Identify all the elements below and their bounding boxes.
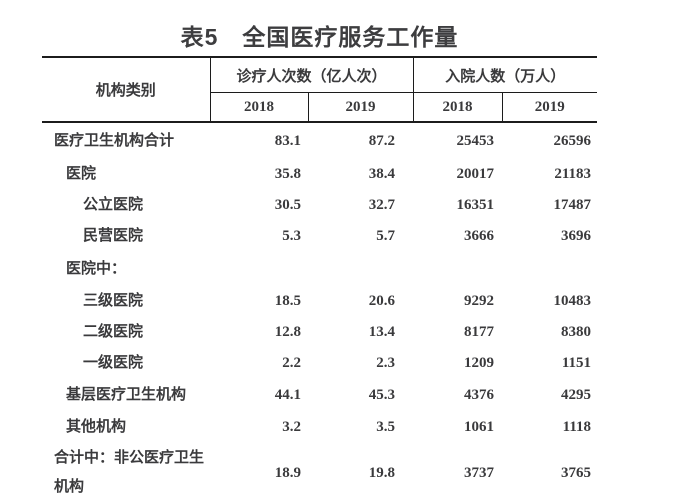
header-institution-type: 机构类别 xyxy=(42,57,210,123)
table-row: 基层医疗卫生机构 44.1 45.3 4376 4295 xyxy=(42,379,597,412)
row-label: 基层医疗卫生机构 xyxy=(66,387,187,403)
row-label: 其他机构 xyxy=(66,419,127,435)
table-row: 民营医院 5.3 5.7 3666 3696 xyxy=(42,221,597,252)
cell-value: 35.8 xyxy=(274,166,301,182)
table-row: 医疗卫生机构合计 83.1 87.2 25453 26596 xyxy=(42,122,597,159)
cell-value: 1118 xyxy=(562,419,592,435)
cell-value: 1209 xyxy=(464,355,495,371)
table-row: 二级医院 12.8 13.4 8177 8380 xyxy=(42,317,597,348)
row-label: 民营医院 xyxy=(83,228,144,244)
row-label: 合计中：非公医疗卫生机构 xyxy=(54,450,205,495)
cell-value: 8380 xyxy=(561,324,592,340)
cell-value: 10483 xyxy=(553,293,592,309)
medical-workload-table: 机构类别 诊疗人次数（亿人次） 入院人数（万人） 2018 2019 2018 … xyxy=(42,56,598,499)
header-group-admissions: 入院人数（万人） xyxy=(412,57,598,93)
header-group-row: 机构类别 诊疗人次数（亿人次） 入院人数（万人） xyxy=(42,57,598,123)
cell-value: 4295 xyxy=(561,387,592,403)
cell-value: 44.1 xyxy=(274,387,301,403)
cell-value: 2.3 xyxy=(376,355,396,371)
cell-value: 20.6 xyxy=(368,293,396,309)
table-body: 医疗卫生机构合计 83.1 87.2 25453 26596 医院 35.8 38.4 2001… xyxy=(42,122,597,499)
cell-value: 83.1 xyxy=(274,132,301,149)
table-header: 机构类别 诊疗人次数（亿人次） 入院人数（万人） 2018 2019 2018 … xyxy=(42,57,598,123)
row-label: 一级医院 xyxy=(83,355,144,371)
cell-value xyxy=(413,252,502,286)
cell-value: 4376 xyxy=(464,387,495,403)
cell-value xyxy=(210,252,308,286)
cell-value: 2.2 xyxy=(282,355,301,371)
cell-value: 9292 xyxy=(464,293,495,309)
row-label: 三级医院 xyxy=(83,293,144,309)
header-year-row: 2018 2019 2018 2019 xyxy=(42,92,598,123)
header-group-visits: 诊疗人次数（亿人次） xyxy=(209,57,414,93)
table-row: 医院中： xyxy=(42,252,597,286)
cell-value: 13.4 xyxy=(368,324,396,340)
cell-value: 3666 xyxy=(464,228,495,244)
cell-value: 87.2 xyxy=(368,132,396,149)
table-title: 表5 全国医疗服务工作量 xyxy=(180,24,459,50)
table-row: 公立医院 30.5 32.7 16351 17487 xyxy=(42,190,597,221)
cell-value: 1151 xyxy=(561,355,592,371)
cell-value: 1061 xyxy=(464,419,495,435)
cell-value: 3.2 xyxy=(282,419,301,435)
cell-value: 30.5 xyxy=(274,197,301,213)
cell-value: 3696 xyxy=(561,228,592,244)
header-year-admissions-2018: 2018 xyxy=(412,92,503,123)
cell-value: 8177 xyxy=(464,324,495,340)
cell-value: 18.5 xyxy=(274,293,301,309)
cell-value: 45.3 xyxy=(368,387,396,403)
row-label: 二级医院 xyxy=(83,324,144,340)
cell-value: 17487 xyxy=(553,197,592,213)
header-year-admissions-2019: 2019 xyxy=(501,92,598,123)
header-year-visits-2018: 2018 xyxy=(209,92,308,123)
cell-value: 32.7 xyxy=(368,197,396,213)
cell-value xyxy=(308,252,413,286)
header-year-visits-2019: 2019 xyxy=(307,92,414,123)
cell-value: 26596 xyxy=(553,132,592,149)
cell-value: 21183 xyxy=(554,166,592,182)
cell-value: 3737 xyxy=(464,464,495,481)
cell-value: 3.5 xyxy=(376,419,396,435)
table-row: 其他机构 3.2 3.5 1061 1118 xyxy=(42,412,597,443)
cell-value: 25453 xyxy=(456,132,495,149)
cell-value: 19.8 xyxy=(368,464,396,481)
table-row: 一级医院 2.2 2.3 1209 1151 xyxy=(42,348,597,379)
table-row: 合计中：非公医疗卫生机构 18.9 19.8 3737 3765 xyxy=(42,443,597,499)
cell-value: 12.8 xyxy=(274,324,301,340)
row-label: 医院 xyxy=(66,166,97,182)
cell-value: 5.3 xyxy=(282,228,301,244)
cell-value xyxy=(502,252,597,286)
row-label: 医疗卫生机构合计 xyxy=(54,132,175,149)
table-row: 三级医院 18.5 20.6 9292 10483 xyxy=(42,286,597,317)
cell-value: 16351 xyxy=(456,197,495,213)
cell-value: 5.7 xyxy=(376,228,396,244)
row-label: 医院中： xyxy=(66,260,127,277)
table-row: 医院 35.8 38.4 20017 21183 xyxy=(42,159,597,190)
cell-value: 20017 xyxy=(456,166,495,182)
cell-value: 38.4 xyxy=(368,166,396,182)
row-label: 公立医院 xyxy=(83,197,144,213)
cell-value: 18.9 xyxy=(274,464,301,481)
cell-value: 3765 xyxy=(561,464,592,481)
